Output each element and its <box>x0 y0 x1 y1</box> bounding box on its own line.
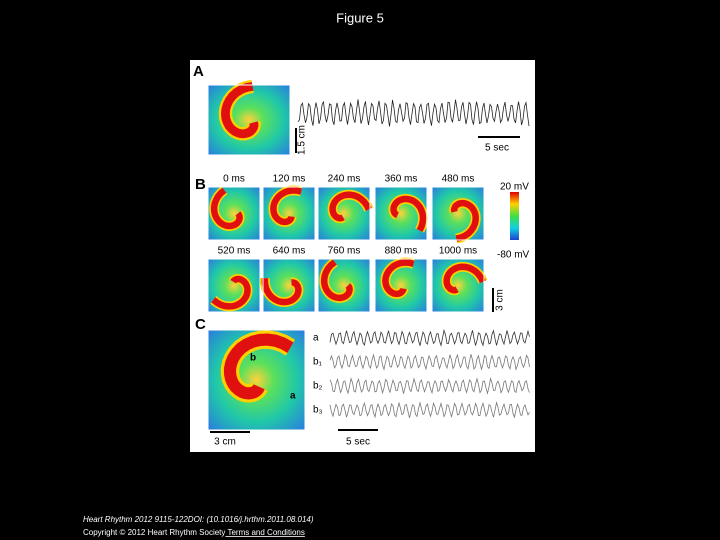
wavefront-core <box>223 333 294 400</box>
spiral-map <box>431 258 488 313</box>
trace-label: b₃ <box>313 405 323 416</box>
copyright-text: Copyright © 2012 Heart Rhythm Society <box>83 528 225 537</box>
map-clip-frame <box>262 258 316 313</box>
colorbar <box>510 192 519 240</box>
trace-label: a <box>313 333 319 344</box>
trace-label: b₁ <box>313 357 323 368</box>
spiral-map <box>207 258 261 313</box>
frame-label: 0 ms <box>223 174 245 185</box>
frame-label: 360 ms <box>385 174 418 185</box>
citation: Heart Rhythm 2012 9115-122DOI: (10.1016/… <box>83 515 314 524</box>
trace <box>329 328 530 347</box>
wavefront-core <box>450 199 479 242</box>
trace <box>329 401 530 419</box>
wavefront-core <box>221 82 259 139</box>
colorbar-max: 20 mV <box>500 182 529 193</box>
wavefront-core <box>320 259 353 302</box>
scale-bar-label: 3 cm <box>214 437 236 448</box>
panel-label: A <box>193 63 204 80</box>
frame-label: 880 ms <box>385 246 418 257</box>
spiral-map <box>431 186 485 244</box>
colorbar-min: -80 mV <box>497 250 530 261</box>
trace <box>297 99 530 127</box>
map-label: b <box>250 353 256 364</box>
copyright: Copyright © 2012 Heart Rhythm Society Te… <box>83 528 305 537</box>
map-clip-frame <box>317 186 371 241</box>
wavefront-core <box>390 195 427 232</box>
spiral-map <box>317 186 374 241</box>
wavefront-core <box>270 187 302 226</box>
wavefront-core <box>443 263 486 294</box>
panel-label: C <box>195 316 206 333</box>
map-clip-frame <box>207 329 306 431</box>
wavefront-core <box>261 278 302 306</box>
map-clip-frame <box>262 186 316 241</box>
map-label: a <box>290 391 296 402</box>
map-clip-frame <box>374 186 428 241</box>
wavefront-core <box>210 187 243 230</box>
map-clip-frame <box>431 258 485 313</box>
panel-label: B <box>195 176 206 193</box>
map-clip-frame <box>317 258 371 313</box>
terms-link[interactable]: Terms and Conditions <box>225 528 304 537</box>
slide-title: Figure 5 <box>336 10 384 25</box>
wavefront-core <box>211 275 251 310</box>
spiral-map <box>259 258 316 313</box>
frame-label: 240 ms <box>328 174 361 185</box>
map-clip-frame <box>207 84 291 156</box>
spiral-map <box>374 257 428 313</box>
spiral-map <box>317 258 371 313</box>
trace <box>329 353 530 371</box>
trace-label: b₂ <box>313 381 323 392</box>
map-clip-frame <box>431 186 485 241</box>
wavefront-core <box>329 191 372 222</box>
spiral-map <box>207 79 291 156</box>
spiral-map <box>207 186 261 241</box>
scale-bar-label: 1.5 cm <box>297 125 308 155</box>
map-clip-frame <box>374 258 428 313</box>
spiral-map <box>262 185 316 241</box>
frame-label: 520 ms <box>218 246 251 257</box>
frame-label: 760 ms <box>328 246 361 257</box>
map-clip-frame <box>207 258 261 313</box>
wavefront-core <box>382 259 415 298</box>
frame-label: 480 ms <box>442 174 475 185</box>
frame-label: 1000 ms <box>439 246 477 257</box>
trace <box>329 377 530 395</box>
spiral-map <box>374 186 428 241</box>
frame-label: 120 ms <box>273 174 306 185</box>
time-bar-label: 5 sec <box>485 143 509 154</box>
spiral-map <box>207 329 306 431</box>
scale-bar-label: 3 cm <box>495 289 506 311</box>
figure: A 1.5 cm 5 sec B 20 mV -80 mV 3 cm C 3 c… <box>193 63 530 448</box>
map-clip-frame <box>207 186 261 241</box>
frame-label: 640 ms <box>273 246 306 257</box>
time-bar-label: 5 sec <box>346 437 370 448</box>
